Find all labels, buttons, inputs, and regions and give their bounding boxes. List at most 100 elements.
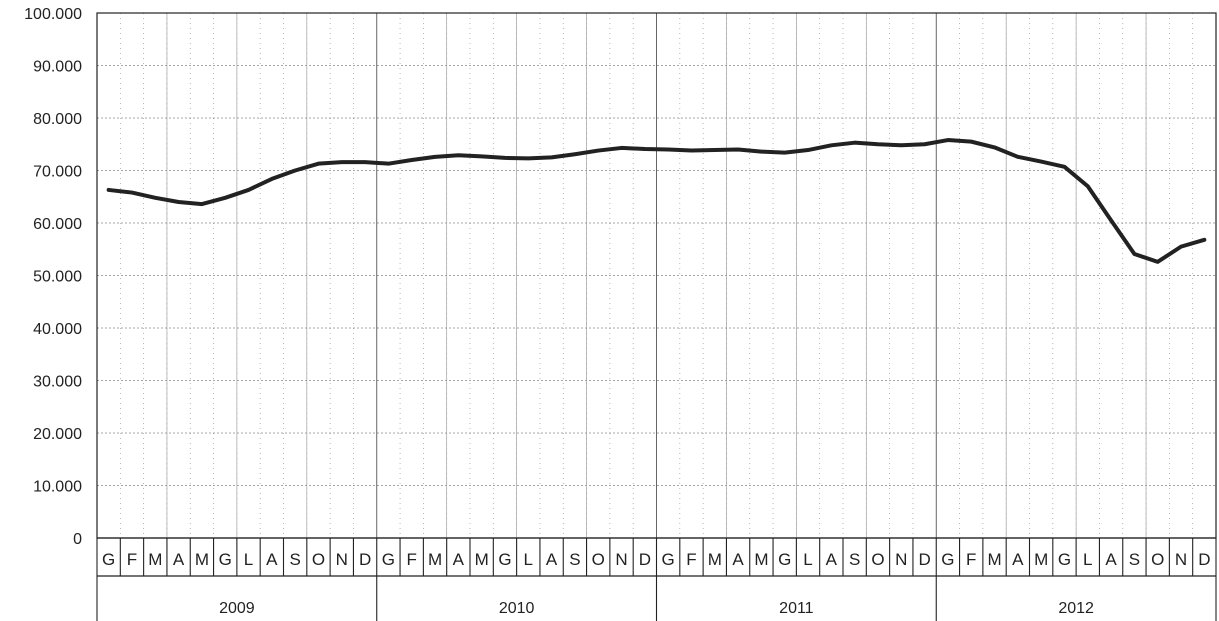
data-point	[736, 147, 740, 152]
data-point	[130, 190, 134, 195]
y-tick-label: 50.000	[33, 269, 82, 286]
month-tick-label: M	[195, 550, 209, 569]
data-point	[619, 146, 624, 150]
month-tick-label: D	[359, 550, 371, 569]
month-tick-label: G	[662, 550, 675, 569]
month-tick-label: L	[524, 550, 533, 569]
y-tick-label: 20.000	[33, 426, 82, 443]
data-point	[876, 142, 880, 146]
data-point	[806, 148, 810, 152]
month-tick-label: G	[1058, 550, 1071, 569]
data-point	[293, 168, 297, 173]
month-tick-label: S	[569, 550, 580, 569]
data-point	[386, 162, 391, 166]
data-point	[1109, 218, 1113, 222]
data-point	[573, 152, 577, 156]
month-tick-label: O	[1151, 550, 1164, 569]
data-point	[340, 160, 344, 164]
month-tick-label: M	[987, 550, 1001, 569]
year-label: 2012	[1058, 600, 1094, 617]
y-tick-label: 0	[73, 531, 82, 548]
month-tick-label: F	[127, 550, 137, 569]
data-point	[480, 154, 484, 158]
data-point	[1039, 159, 1043, 164]
y-tick-label: 70.000	[33, 164, 82, 181]
month-tick-label: G	[778, 550, 791, 569]
data-point	[759, 150, 764, 154]
y-tick-label: 90.000	[33, 59, 82, 76]
data-point	[456, 153, 460, 157]
data-point	[992, 145, 997, 149]
data-point	[783, 151, 787, 155]
data-point	[666, 147, 670, 152]
data-point	[526, 156, 530, 161]
data-point	[433, 155, 437, 159]
month-tick-label: A	[826, 550, 838, 569]
data-point	[1132, 252, 1137, 256]
data-point	[153, 196, 157, 200]
data-point	[853, 141, 857, 145]
y-tick-label: 10.000	[33, 479, 82, 496]
data-point	[1016, 155, 1020, 159]
month-tick-label: L	[803, 550, 812, 569]
month-tick-label: S	[1129, 550, 1140, 569]
month-tick-label: M	[1034, 550, 1048, 569]
month-tick-label: G	[102, 550, 115, 569]
month-tick-label: A	[173, 550, 185, 569]
data-point	[1156, 260, 1160, 264]
month-tick-label: A	[1012, 550, 1024, 569]
year-label: 2011	[779, 600, 814, 617]
month-tick-label: N	[336, 550, 348, 569]
month-tick-label: S	[849, 550, 860, 569]
data-point	[1179, 245, 1183, 249]
data-point	[899, 143, 903, 147]
data-point	[246, 188, 251, 192]
data-point	[596, 148, 600, 153]
month-tick-label: M	[754, 550, 768, 569]
month-tick-label: O	[592, 550, 605, 569]
data-point	[107, 188, 111, 192]
month-tick-label: D	[639, 550, 651, 569]
y-tick-label: 30.000	[33, 374, 82, 391]
month-tick-label: M	[428, 550, 442, 569]
month-tick-label: M	[708, 550, 722, 569]
data-point	[1086, 184, 1090, 188]
month-tick-label: D	[918, 550, 930, 569]
data-point	[969, 140, 973, 144]
month-tick-label: G	[498, 550, 511, 569]
data-point	[176, 200, 181, 204]
data-point	[643, 147, 647, 151]
month-tick-label: A	[732, 550, 744, 569]
data-point	[713, 148, 717, 152]
y-tick-label: 100.000	[24, 6, 82, 23]
month-tick-label: A	[546, 550, 558, 569]
y-tick-label: 80.000	[33, 111, 82, 128]
series-line	[106, 138, 1207, 264]
month-tick-label: M	[148, 550, 162, 569]
data-point	[922, 142, 927, 146]
month-tick-label: D	[1198, 550, 1210, 569]
month-tick-label: F	[407, 550, 417, 569]
month-tick-label: N	[895, 550, 907, 569]
month-tick-label: A	[266, 550, 278, 569]
month-tick-label: A	[453, 550, 465, 569]
month-tick-label: G	[941, 550, 954, 569]
year-label: 2009	[219, 600, 255, 617]
data-point	[1202, 238, 1206, 242]
data-point	[200, 202, 204, 206]
month-tick-label: S	[289, 550, 300, 569]
month-tick-label: L	[1083, 550, 1092, 569]
month-tick-label: F	[686, 550, 696, 569]
month-tick-label: N	[1175, 550, 1187, 569]
data-point	[503, 156, 507, 160]
y-tick-label: 60.000	[33, 216, 82, 233]
month-tick-label: M	[475, 550, 489, 569]
data-point	[689, 148, 694, 153]
month-tick-label: O	[871, 550, 884, 569]
y-tick-label: 40.000	[33, 321, 82, 338]
month-tick-label: G	[219, 550, 232, 569]
data-point	[410, 158, 414, 162]
data-point	[223, 196, 227, 200]
